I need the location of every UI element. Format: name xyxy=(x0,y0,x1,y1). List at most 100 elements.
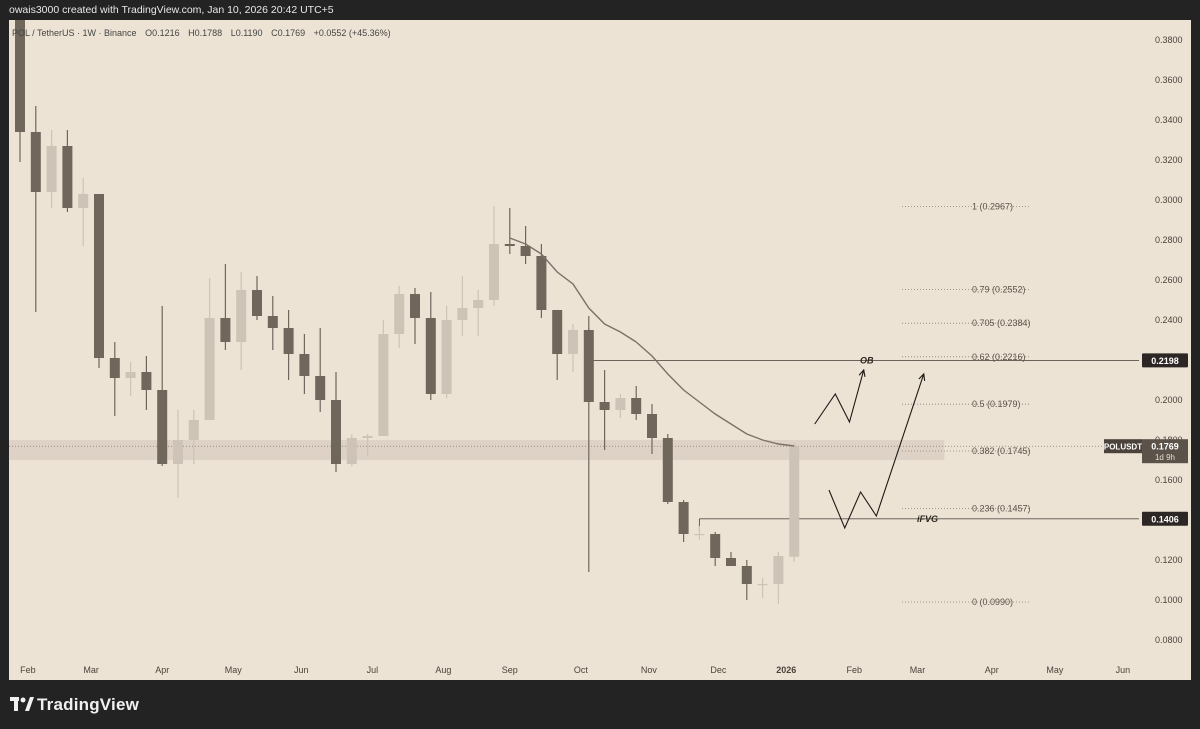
symbol-tag-text: POLUSDT xyxy=(1104,443,1142,452)
candle-body-9 xyxy=(157,390,168,464)
tradingview-logo-icon xyxy=(10,697,34,711)
price-tick-1: 0.3600 xyxy=(1155,75,1183,85)
symbol-tag-bg xyxy=(1104,439,1142,454)
candle-body-25 xyxy=(410,294,420,318)
candle-body-22 xyxy=(362,436,373,438)
price-tick-7: 0.2400 xyxy=(1155,315,1183,325)
price-tick-2: 0.3400 xyxy=(1155,115,1183,125)
legend-open-value: 0.1216 xyxy=(152,28,180,38)
time-label-2: Apr xyxy=(155,665,169,675)
time-label-4: Jun xyxy=(294,665,309,675)
countdown-tag-text: 1d 9h xyxy=(1155,453,1175,462)
ifvg-label: iFVG xyxy=(917,514,938,524)
svg-text:POL / TetherUS · 1W · Binance: POL / TetherUS · 1W · Binance O0.1216 H0… xyxy=(12,28,391,38)
support-zone xyxy=(4,440,945,460)
time-label-3: May xyxy=(225,665,243,675)
candle-body-32 xyxy=(520,246,531,256)
price-tick-3: 0.3200 xyxy=(1155,155,1183,165)
moving-average-line xyxy=(509,237,795,447)
fib-label-0: 1 (0.2967) xyxy=(972,202,1013,212)
price-tick-14: 0.1000 xyxy=(1155,595,1183,605)
price-axis-layer: 0.3800 0.3600 0.3400 0.3200 0.3000 0.2800 0.26… xyxy=(1155,35,1183,645)
time-label-14: Apr xyxy=(985,665,999,675)
fib-label-4: 0.5 (0.1979) xyxy=(972,399,1021,409)
legend-low-value: 0.1190 xyxy=(236,28,263,38)
ob-price-tag-bg xyxy=(1142,353,1188,368)
candle-body-48 xyxy=(773,556,784,584)
candle-body-46 xyxy=(741,566,752,584)
candle-body-27 xyxy=(441,320,452,394)
candle-body-28 xyxy=(457,308,468,320)
time-label-15: May xyxy=(1046,665,1064,675)
projection-arrowhead-1 xyxy=(918,372,926,382)
time-label-9: Nov xyxy=(641,665,658,675)
legend-high-value: 0.1788 xyxy=(195,28,223,38)
candle-body-37 xyxy=(599,402,610,410)
candle-body-19 xyxy=(315,376,326,400)
footer-bar xyxy=(0,680,1200,729)
candle-body-10 xyxy=(173,440,183,464)
projection-arrowhead-0 xyxy=(858,368,866,377)
candlestick-chart[interactable]: 1 (0.2967) 0.79 (0.2552) 0.705 (0.2384) 0.6… xyxy=(4,4,1191,680)
legend-open-label: O xyxy=(145,28,152,38)
candle-body-49 xyxy=(789,446,800,557)
candle-body-18 xyxy=(299,354,310,376)
candle-body-17 xyxy=(283,328,294,354)
fib-label-3: 0.62 (0.2216) xyxy=(972,352,1026,362)
candle-body-4 xyxy=(78,194,89,208)
chart-area[interactable]: 1 (0.2967) 0.79 (0.2552) 0.705 (0.2384) 0.6… xyxy=(4,4,1191,680)
candle-body-35 xyxy=(568,330,578,354)
candle-body-34 xyxy=(552,310,563,354)
candle-body-14 xyxy=(236,290,247,342)
candle-body-12 xyxy=(204,318,215,420)
price-tick-6: 0.2600 xyxy=(1155,275,1183,285)
candle-body-39 xyxy=(631,398,642,414)
legend-symbol: POL / TetherUS · 1W · Binance xyxy=(12,28,137,38)
legend-close-label: C xyxy=(271,28,278,38)
time-label-1: Mar xyxy=(83,665,99,675)
candle-body-42 xyxy=(678,502,689,534)
moving-average-layer xyxy=(509,237,795,447)
price-tick-0: 0.3800 xyxy=(1155,35,1183,45)
brand-name: TradingView xyxy=(37,695,140,714)
price-tick-13: 0.1200 xyxy=(1155,555,1183,565)
time-label-11: 2026 xyxy=(776,665,796,675)
time-label-7: Sep xyxy=(502,665,518,675)
time-label-10: Dec xyxy=(710,665,727,675)
candle-body-41 xyxy=(662,438,673,502)
attribution-text: owais3000 created with TradingView.com, … xyxy=(9,4,334,16)
fib-label-5: 0.382 (0.1745) xyxy=(972,446,1031,456)
candle-body-36 xyxy=(583,330,594,402)
candle-body-20 xyxy=(331,400,341,464)
candle-body-7 xyxy=(125,372,136,378)
candle-body-0 xyxy=(15,16,25,132)
current-price-tag-bg xyxy=(1142,439,1188,464)
candle-body-44 xyxy=(710,534,721,558)
legend-layer: POL / TetherUS · 1W · Binance O0.1216 H0… xyxy=(12,28,391,38)
candle-body-38 xyxy=(615,398,626,410)
time-label-12: Feb xyxy=(846,665,862,675)
fib-levels-layer: 1 (0.2967) 0.79 (0.2552) 0.705 (0.2384) 0.6… xyxy=(902,202,1031,607)
time-label-5: Jul xyxy=(367,665,379,675)
fib-label-2: 0.705 (0.2384) xyxy=(972,318,1031,328)
ob-price-tag-text: 0.2198 xyxy=(1151,356,1179,366)
top-bar: owais3000 created with TradingView.com, … xyxy=(0,0,1200,20)
price-tick-4: 0.3000 xyxy=(1155,195,1183,205)
candle-body-21 xyxy=(346,438,357,464)
price-tick-5: 0.2800 xyxy=(1155,235,1183,245)
legend-high-label: H xyxy=(188,28,195,38)
candle-body-23 xyxy=(378,334,389,436)
candle-body-26 xyxy=(425,318,436,394)
projection-paths-layer xyxy=(814,368,926,530)
candle-body-47 xyxy=(757,584,768,586)
legend-change: +0.0552 (+45.36%) xyxy=(314,28,391,38)
time-label-0: Feb xyxy=(20,665,36,675)
current-price-tag-text: 0.1769 xyxy=(1151,442,1179,452)
legend-low-label: L xyxy=(231,28,236,38)
candle-body-11 xyxy=(188,420,199,440)
candle-body-2 xyxy=(46,146,57,192)
time-label-8: Oct xyxy=(574,665,589,675)
candle-body-16 xyxy=(267,316,278,328)
candle-body-3 xyxy=(62,146,73,208)
